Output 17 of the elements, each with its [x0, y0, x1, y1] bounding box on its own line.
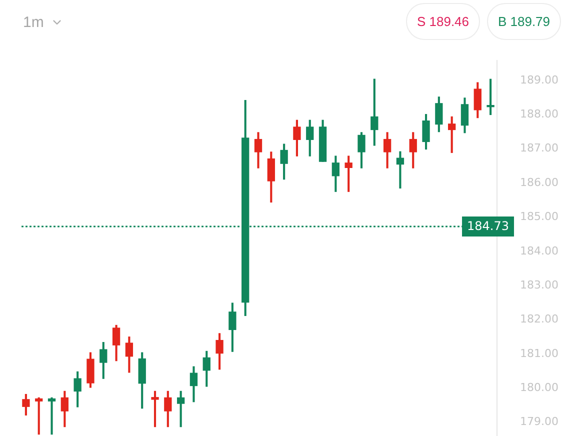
y-tick-label: 179.00: [520, 415, 558, 428]
sell-button: S 189.46: [406, 3, 480, 40]
y-tick-label: 186.00: [520, 176, 558, 189]
y-tick-label: 182.00: [520, 312, 558, 326]
y-tick-label: 181.00: [520, 346, 558, 360]
text: 1m: [23, 14, 44, 30]
y-tick-label: 184.00: [520, 244, 558, 258]
y-tick-label: 183.00: [520, 278, 558, 292]
y-tick-label: 187.00: [520, 142, 558, 155]
y-tick-label: 180.00: [520, 381, 558, 394]
candlestick: [48, 397, 56, 435]
buy-button: B 189.79: [487, 3, 561, 40]
ref-line-label: 184.73: [467, 219, 510, 234]
candlestick: [486, 78, 494, 116]
y-tick-label: 188.00: [520, 108, 558, 121]
y-tick-label: 189.00: [520, 73, 558, 86]
y-tick-label: 185.00: [520, 210, 558, 224]
